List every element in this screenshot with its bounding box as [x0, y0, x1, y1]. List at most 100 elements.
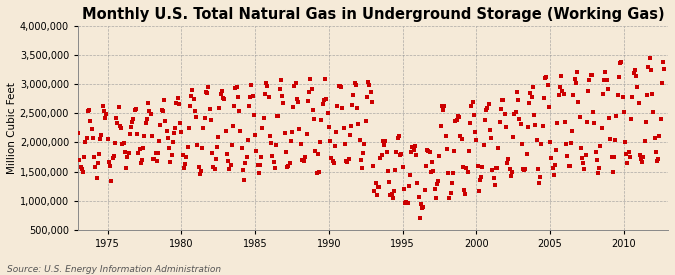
- Point: [250, 133, 261, 137]
- Point: [425, 169, 436, 174]
- Point: [627, 94, 638, 99]
- Point: [509, 112, 520, 117]
- Point: [122, 155, 133, 160]
- Point: [585, 73, 596, 77]
- Point: [400, 201, 410, 205]
- Point: [472, 164, 483, 168]
- Point: [438, 108, 449, 112]
- Point: [103, 160, 114, 164]
- Point: [356, 165, 367, 170]
- Point: [385, 193, 396, 197]
- Point: [435, 124, 446, 128]
- Point: [657, 60, 668, 65]
- Point: [92, 160, 103, 165]
- Point: [134, 147, 145, 152]
- Point: [181, 155, 192, 159]
- Point: [525, 91, 536, 95]
- Point: [575, 146, 586, 150]
- Point: [149, 157, 160, 162]
- Point: [203, 84, 214, 89]
- Point: [337, 106, 348, 110]
- Point: [202, 90, 213, 95]
- Point: [449, 149, 460, 153]
- Point: [423, 149, 434, 153]
- Point: [541, 75, 551, 79]
- Point: [132, 132, 142, 136]
- Point: [97, 104, 108, 108]
- Point: [192, 143, 202, 148]
- Point: [78, 170, 88, 174]
- Point: [431, 182, 442, 187]
- Point: [380, 139, 391, 144]
- Point: [605, 137, 616, 141]
- Point: [452, 113, 463, 118]
- Point: [390, 168, 401, 173]
- Point: [113, 104, 124, 109]
- Point: [612, 93, 623, 97]
- Point: [257, 126, 268, 130]
- Point: [335, 84, 346, 88]
- Point: [427, 160, 437, 164]
- Point: [455, 133, 466, 138]
- Point: [287, 130, 298, 134]
- Point: [428, 169, 439, 173]
- Text: Source: U.S. Energy Information Administration: Source: U.S. Energy Information Administ…: [7, 265, 221, 274]
- Point: [602, 87, 613, 91]
- Point: [387, 196, 398, 200]
- Point: [146, 134, 157, 138]
- Point: [392, 136, 403, 140]
- Point: [567, 129, 578, 133]
- Point: [375, 156, 386, 160]
- Point: [239, 178, 250, 182]
- Point: [648, 109, 659, 114]
- Point: [279, 131, 290, 135]
- Point: [641, 120, 651, 124]
- Point: [133, 151, 144, 155]
- Point: [349, 81, 360, 86]
- Point: [306, 87, 317, 91]
- Point: [439, 104, 450, 109]
- Point: [622, 160, 633, 165]
- Point: [328, 161, 339, 165]
- Point: [262, 84, 273, 88]
- Point: [251, 149, 262, 153]
- Point: [198, 126, 209, 130]
- Point: [376, 152, 387, 157]
- Point: [118, 141, 129, 145]
- Point: [199, 116, 210, 120]
- Point: [572, 70, 583, 74]
- Point: [208, 164, 219, 169]
- Point: [271, 143, 281, 147]
- Point: [348, 93, 359, 97]
- Point: [79, 155, 90, 159]
- Point: [319, 98, 329, 102]
- Point: [358, 151, 369, 156]
- Point: [211, 156, 221, 161]
- Point: [516, 142, 527, 146]
- Point: [485, 128, 495, 132]
- Point: [535, 175, 545, 180]
- Point: [277, 94, 288, 98]
- Point: [295, 142, 306, 146]
- Point: [483, 102, 494, 106]
- Point: [350, 83, 361, 87]
- Point: [475, 178, 485, 183]
- Point: [299, 158, 310, 163]
- Point: [196, 168, 207, 173]
- Point: [236, 145, 247, 150]
- Point: [209, 166, 220, 171]
- Point: [286, 139, 296, 144]
- Point: [227, 124, 238, 128]
- Point: [293, 100, 304, 104]
- Point: [556, 74, 566, 79]
- Point: [354, 138, 365, 142]
- Point: [534, 180, 545, 185]
- Point: [170, 125, 181, 130]
- Point: [323, 125, 334, 129]
- Point: [154, 138, 165, 143]
- Point: [173, 102, 184, 106]
- Point: [73, 130, 84, 135]
- Point: [111, 116, 122, 120]
- Point: [659, 67, 670, 72]
- Point: [608, 169, 618, 174]
